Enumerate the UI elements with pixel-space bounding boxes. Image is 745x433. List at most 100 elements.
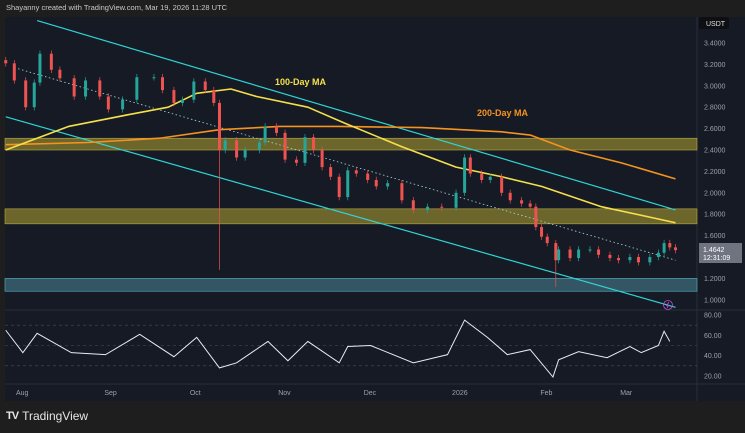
candle-body xyxy=(346,170,350,198)
ma200-line xyxy=(5,125,676,180)
y-tick-label: 1.2000 xyxy=(704,276,726,283)
candle-body xyxy=(617,258,620,261)
x-tick-label: Oct xyxy=(190,390,201,397)
candle-body xyxy=(38,53,42,83)
candle-body xyxy=(488,176,492,180)
candle-body xyxy=(32,82,36,108)
tradingview-logo[interactable]: TV TradingView xyxy=(6,409,88,423)
y-tick-label: 2.8000 xyxy=(704,105,726,112)
candle-body xyxy=(674,247,677,251)
last-price-countdown: 12:31:09 xyxy=(703,255,730,262)
candle-body xyxy=(648,257,652,263)
y-tick-label: 2.0000 xyxy=(704,190,726,197)
candle-body xyxy=(235,140,239,158)
candle-body xyxy=(454,192,458,208)
candle-body xyxy=(303,137,307,163)
channel-upper-line xyxy=(36,19,676,211)
channel-lower-line xyxy=(5,116,676,308)
y-tick-label: 3.4000 xyxy=(704,41,726,48)
candle-body xyxy=(172,90,176,103)
candle-body xyxy=(636,257,640,263)
candle-body xyxy=(121,99,125,110)
rsi-line xyxy=(5,319,671,379)
x-tick-label: Feb xyxy=(540,390,552,397)
candle-body xyxy=(480,173,484,180)
y-tick-label: 2.6000 xyxy=(704,126,726,133)
tradingview-logo-icon: TV xyxy=(6,410,19,422)
candle-body xyxy=(568,249,572,259)
rsi-tick-label: 40.00 xyxy=(704,353,722,360)
candle-body xyxy=(374,179,378,187)
y-tick-label: 3.2000 xyxy=(704,62,726,69)
y-tick-label: 1.8000 xyxy=(704,212,726,219)
candle-body xyxy=(337,176,341,198)
ma200-label: 200-Day MA xyxy=(477,108,529,118)
candle-body xyxy=(463,157,467,193)
y-tick-label: 1.0000 xyxy=(704,297,726,304)
candle-body xyxy=(320,150,324,168)
price-axis[interactable] xyxy=(697,17,745,401)
candle-body xyxy=(386,183,390,187)
candle-body xyxy=(212,90,216,103)
candle-body xyxy=(597,249,601,255)
x-tick-label: 2026 xyxy=(452,390,468,397)
ma100-line xyxy=(5,88,676,224)
candle-body xyxy=(329,167,333,177)
candle-body xyxy=(4,60,8,64)
rsi-tick-label: 60.00 xyxy=(704,333,722,340)
candle-body xyxy=(161,77,164,91)
candle-body xyxy=(106,96,110,110)
candle-body xyxy=(84,80,88,97)
candle-body xyxy=(608,254,612,259)
alert-lightning-icon[interactable] xyxy=(663,300,673,310)
candle-body xyxy=(263,126,267,143)
candle-body xyxy=(24,80,28,108)
candle-body xyxy=(534,206,538,228)
candle-body xyxy=(557,249,561,261)
candle-body xyxy=(540,227,544,237)
candle-body xyxy=(628,257,632,261)
candle-body xyxy=(545,236,549,244)
candle-body xyxy=(468,157,472,174)
candle-body xyxy=(662,243,666,253)
x-tick-label: Sep xyxy=(104,390,117,397)
rsi-tick-label: 20.00 xyxy=(704,374,722,381)
candle-body xyxy=(218,102,221,150)
ma100-label: 100-Day MA xyxy=(275,77,327,87)
candle-body xyxy=(577,249,581,259)
candle-body xyxy=(528,203,532,207)
candle-body xyxy=(411,200,415,210)
y-tick-label: 1.6000 xyxy=(704,233,726,240)
candle-body xyxy=(668,243,672,248)
candle-body xyxy=(354,170,358,174)
zone-blue xyxy=(4,278,698,292)
candle-body xyxy=(283,132,287,160)
candle-body xyxy=(49,53,53,70)
tradingview-logo-text: TradingView xyxy=(22,409,89,423)
candle-body xyxy=(257,142,261,150)
candle-body xyxy=(58,69,62,79)
x-tick-label: Dec xyxy=(364,390,377,397)
header-bar: Shayanny created with TradingView.com, M… xyxy=(0,0,745,17)
last-price-label xyxy=(699,243,742,263)
x-tick-label: Nov xyxy=(278,390,291,397)
currency-badge[interactable] xyxy=(699,17,729,29)
candle-body xyxy=(440,206,444,208)
x-tick-label: Aug xyxy=(16,390,29,397)
candle-body xyxy=(180,99,184,103)
candle-body xyxy=(203,81,207,91)
candle-body xyxy=(223,140,227,150)
y-tick-label: 2.2000 xyxy=(704,169,726,176)
currency-label: USDT xyxy=(706,21,726,28)
zone-yellow xyxy=(4,208,698,225)
candle-body xyxy=(12,63,16,81)
rsi-tick-label: 80.00 xyxy=(704,313,722,320)
candle-body xyxy=(312,137,316,150)
candle-body xyxy=(400,183,404,201)
candle-body xyxy=(192,81,196,100)
candle-body xyxy=(366,173,370,180)
candle-body xyxy=(243,150,247,158)
candle-body xyxy=(520,200,524,204)
candle-body xyxy=(135,77,139,100)
